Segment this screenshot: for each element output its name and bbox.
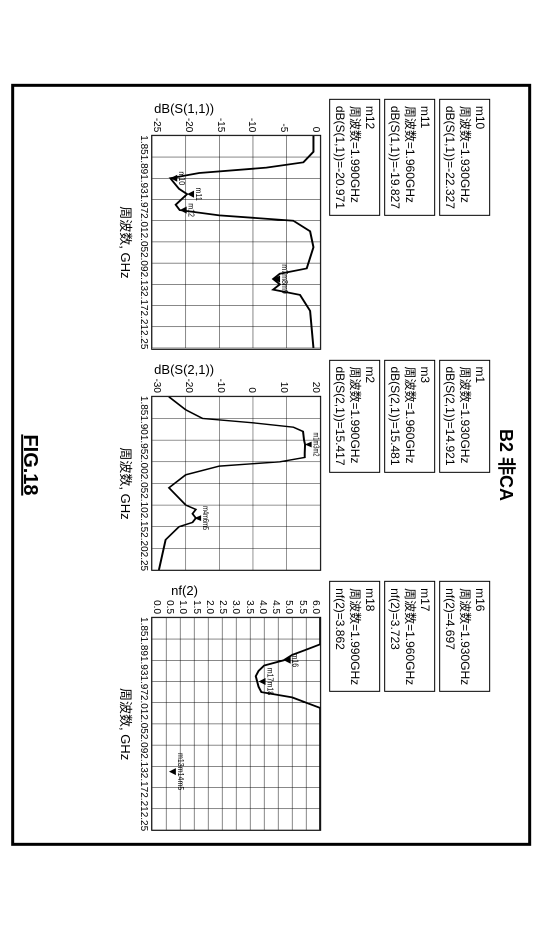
yticks-s11: 0-5-10-15-20-25 — [152, 117, 322, 134]
svg-text:m7m8m9: m7m8m9 — [280, 264, 289, 293]
figure-frame: B2 非CA m10 周波数=1.930GHz dB(S(1,1))=-22.3… — [12, 83, 532, 845]
marker-freq: 周波数=1.990GHz — [348, 588, 363, 685]
plot-nf2: m16 m17m18 m13m14m5 — [152, 617, 322, 831]
svg-text:m10: m10 — [177, 171, 186, 185]
chart-area-s11: dB(S(1,1)) 0-5-10-15-20-25 m10 m11 m12 m7m8… — [48, 98, 322, 349]
panel-s11: m10 周波数=1.930GHz dB(S(1,1))=-22.327 m11 … — [48, 98, 491, 349]
info-box-m12: m12 周波数=1.990GHz dB(S(1,1))=-20.971 — [330, 98, 381, 215]
marker-val: dB(S(1,1))=-20.971 — [333, 105, 348, 208]
xticks-nf2: 1.851.891.931.972.012.052.092.132.172.21… — [139, 617, 152, 831]
marker-val: nf(2)=3.862 — [333, 588, 348, 685]
svg-text:m16: m16 — [291, 653, 300, 667]
ylabel-s21: dB(S(2,1)) — [48, 359, 322, 378]
marker-freq: 周波数=1.930GHz — [458, 588, 473, 685]
xlabel-nf2: 周波数, GHz — [118, 617, 137, 831]
info-box-m11: m11 周波数=1.960GHz dB(S(1,1))=-19.827 — [385, 98, 436, 215]
plot-s21: m1m3m2 m4m6m5 — [152, 395, 322, 570]
figure-title: B2 非CA — [495, 98, 521, 830]
marker-freq: 周波数=1.960GHz — [403, 588, 418, 685]
svg-text:m11: m11 — [194, 188, 203, 201]
svg-text:m17m18: m17m18 — [266, 667, 275, 695]
marker-freq: 周波数=1.990GHz — [348, 366, 363, 465]
yticks-nf2: 6.05.55.04.54.03.53.02.52.01.51.00.50.0 — [152, 600, 322, 617]
marker-freq: 周波数=1.960GHz — [403, 366, 418, 465]
yticks-s21: 20100-10-20-30 — [152, 378, 322, 395]
marker-name: m11 — [418, 105, 433, 208]
plot-s11: m10 m11 m12 m7m8m9 — [152, 135, 322, 349]
marker-freq: 周波数=1.960GHz — [403, 105, 418, 208]
panel-nf2: m16 周波数=1.930GHz nf(2)=4.697 m17 周波数=1.9… — [48, 581, 491, 831]
ylabel-s11: dB(S(1,1)) — [48, 98, 322, 117]
xlabel-s11: 周波数, GHz — [118, 135, 137, 349]
svg-text:m4m6m5: m4m6m5 — [201, 506, 209, 530]
info-box-m17: m17 周波数=1.960GHz nf(2)=3.723 — [385, 581, 436, 692]
chart-area-nf2: nf(2) 6.05.55.04.54.03.53.02.52.01.51.00… — [48, 581, 322, 831]
xlabel-s21: 周波数, GHz — [118, 395, 137, 570]
info-boxes-s21: m1 周波数=1.930GHz dB(S(2,1))=14.921 m3 周波数… — [330, 359, 491, 571]
marker-name: m17 — [418, 588, 433, 685]
svg-text:m12: m12 — [187, 203, 196, 217]
marker-name: m1 — [473, 366, 488, 465]
chart-area-s21: dB(S(2,1)) 20100-10-20-30 m1m3m2 m4m6m5 1… — [48, 359, 322, 571]
info-box-m3: m3 周波数=1.960GHz dB(S(2,1))=15.481 — [385, 359, 436, 472]
marker-val: nf(2)=4.697 — [443, 588, 458, 685]
info-box-m1: m1 周波数=1.930GHz dB(S(2,1))=14.921 — [440, 359, 491, 472]
marker-name: m2 — [363, 366, 378, 465]
info-boxes-s11: m10 周波数=1.930GHz dB(S(1,1))=-22.327 m11 … — [330, 98, 491, 349]
info-box-m2: m2 周波数=1.990GHz dB(S(2,1))=15.417 — [330, 359, 381, 472]
marker-freq: 周波数=1.930GHz — [458, 366, 473, 465]
marker-val: nf(2)=3.723 — [388, 588, 403, 685]
marker-name: m16 — [473, 588, 488, 685]
xticks-s21: 1.851.901.952.002.052.102.152.202.25 — [139, 395, 152, 570]
marker-val: dB(S(2,1))=15.417 — [333, 366, 348, 465]
marker-val: dB(S(2,1))=14.921 — [443, 366, 458, 465]
marker-freq: 周波数=1.930GHz — [458, 105, 473, 208]
panel-s21: m1 周波数=1.930GHz dB(S(2,1))=14.921 m3 周波数… — [48, 359, 491, 571]
marker-freq: 周波数=1.990GHz — [348, 105, 363, 208]
marker-val: dB(S(1,1))=-19.827 — [388, 105, 403, 208]
marker-val: dB(S(2,1))=15.481 — [388, 366, 403, 465]
marker-name: m10 — [473, 105, 488, 208]
info-box-m18: m18 周波数=1.990GHz nf(2)=3.862 — [330, 581, 381, 692]
marker-name: m18 — [363, 588, 378, 685]
ylabel-nf2: nf(2) — [48, 581, 322, 600]
marker-name: m12 — [363, 105, 378, 208]
marker-name: m3 — [418, 366, 433, 465]
panels-row: m10 周波数=1.930GHz dB(S(1,1))=-22.327 m11 … — [48, 98, 491, 830]
marker-val: dB(S(1,1))=-22.327 — [443, 105, 458, 208]
info-box-m16: m16 周波数=1.930GHz nf(2)=4.697 — [440, 581, 491, 692]
info-boxes-nf2: m16 周波数=1.930GHz nf(2)=4.697 m17 周波数=1.9… — [330, 581, 491, 831]
info-box-m10: m10 周波数=1.930GHz dB(S(1,1))=-22.327 — [440, 98, 491, 215]
xticks-s11: 1.851.891.931.972.012.052.092.132.172.21… — [139, 135, 152, 349]
svg-text:m1m3m2: m1m3m2 — [312, 432, 320, 456]
figure-caption: FIG.18 — [19, 98, 42, 830]
svg-text:m13m14m5: m13m14m5 — [176, 753, 185, 790]
